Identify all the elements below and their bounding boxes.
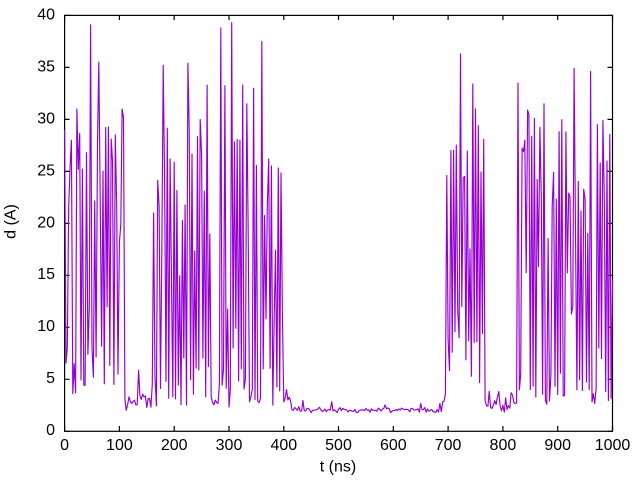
svg-text:15: 15 [37, 266, 55, 283]
svg-text:900: 900 [544, 437, 571, 454]
svg-text:35: 35 [37, 58, 55, 75]
svg-text:t (ns): t (ns) [320, 459, 356, 476]
svg-text:400: 400 [270, 437, 297, 454]
svg-text:40: 40 [37, 6, 55, 23]
svg-text:20: 20 [37, 214, 55, 231]
svg-text:30: 30 [37, 110, 55, 127]
svg-text:500: 500 [325, 437, 352, 454]
svg-text:d (A): d (A) [2, 204, 19, 239]
svg-text:200: 200 [161, 437, 188, 454]
svg-text:5: 5 [46, 370, 55, 387]
svg-text:700: 700 [435, 437, 462, 454]
svg-text:300: 300 [216, 437, 243, 454]
svg-text:100: 100 [106, 437, 133, 454]
svg-text:25: 25 [37, 162, 55, 179]
svg-text:800: 800 [490, 437, 517, 454]
svg-text:0: 0 [60, 437, 69, 454]
svg-text:0: 0 [46, 422, 55, 439]
svg-text:600: 600 [380, 437, 407, 454]
svg-text:10: 10 [37, 318, 55, 335]
svg-text:1000: 1000 [595, 437, 631, 454]
